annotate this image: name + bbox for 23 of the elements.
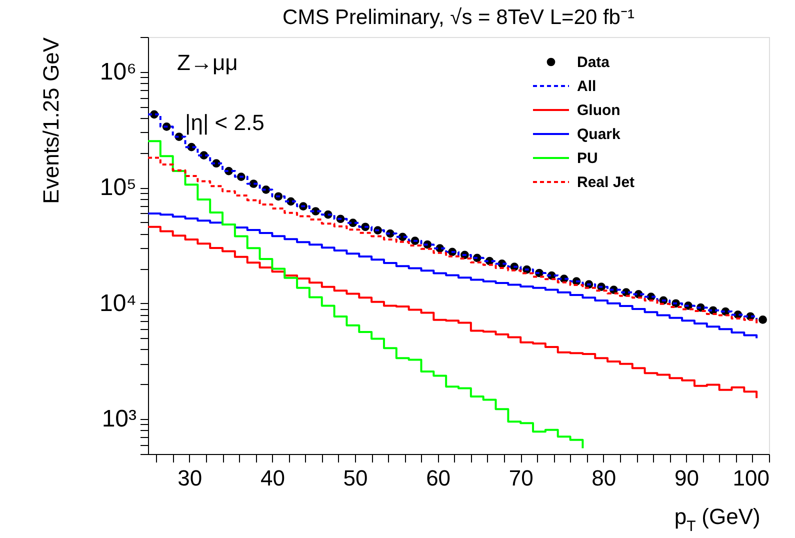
x-tick-label: 100 [732, 466, 770, 490]
legend-label: Real Jet [577, 174, 635, 191]
y-axis-title: Events/1.25 GeV [38, 37, 64, 204]
y-tick-label: 10⁶ [100, 58, 136, 86]
x-tick-label: 40 [260, 466, 285, 490]
point [758, 316, 767, 324]
annotation: Z→μμ [177, 50, 238, 75]
x-tick-label: 80 [592, 466, 616, 490]
legend-label: All [577, 78, 596, 95]
legend-label: Data [577, 54, 610, 71]
y-tick-label: 10⁴ [99, 290, 136, 317]
x-tick-label: 50 [343, 466, 368, 490]
x-tick-label: 90 [674, 466, 699, 490]
x-tick-label: 70 [508, 466, 534, 490]
legend-label: Gluon [577, 102, 620, 119]
x-tick-label: 30 [178, 466, 202, 490]
x-tick-label: 60 [426, 466, 451, 490]
y-tick-label: 10⁵ [100, 174, 136, 202]
legend-label: PU [577, 150, 598, 167]
annotation: |η| < 2.5 [185, 110, 264, 135]
chart-title: CMS Preliminary, √s = 8TeV L=20 fb⁻¹ [282, 6, 634, 29]
y-tick-label: 10³ [102, 406, 137, 433]
legend-label: Quark [577, 126, 622, 143]
